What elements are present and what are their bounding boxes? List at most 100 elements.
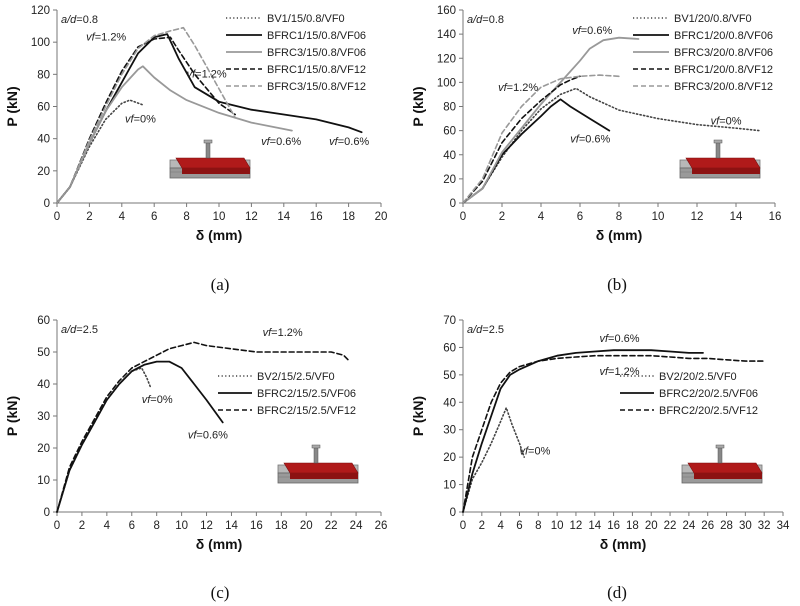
y-tick-label: 0	[450, 198, 456, 210]
corner-note: a/d=2.5	[467, 324, 504, 336]
series-line	[462, 406, 526, 513]
annotation-label: vf=0.6%	[261, 136, 301, 148]
y-tick-label: 120	[437, 53, 456, 65]
annotation-label: vf=0.6%	[572, 25, 612, 37]
x-tick-label: 10	[652, 211, 665, 223]
legend-label: BV1/20/0.8/VF0	[674, 13, 752, 25]
y-tick-label: 120	[31, 5, 50, 17]
x-axis-label: δ (mm)	[196, 227, 243, 243]
panel-label-a: (a)	[211, 275, 230, 294]
x-tick-label: 26	[701, 520, 714, 532]
series-line	[56, 65, 293, 204]
y-axis-label: P (kN)	[4, 396, 20, 436]
x-tick-label: 0	[460, 211, 466, 223]
x-tick-label: 6	[129, 520, 135, 532]
y-tick-label: 0	[450, 507, 456, 519]
x-tick-label: 2	[86, 211, 92, 223]
x-tick-label: 20	[645, 520, 658, 532]
series-line	[56, 367, 152, 513]
x-tick-label: 10	[551, 520, 564, 532]
x-tick-label: 18	[342, 211, 355, 223]
x-tick-label: 30	[739, 520, 752, 532]
x-tick-label: 8	[153, 520, 159, 532]
x-tick-label: 0	[54, 211, 60, 223]
y-tick-label: 20	[37, 443, 50, 455]
corner-note: a/d=0.8	[467, 14, 504, 26]
chart-panel-b: 0 20 40 60 80 100 120 140 160 0 2 4 6 8 10 12 14 16 P (kN)…	[410, 5, 781, 243]
y-tick-label: 50	[37, 347, 50, 359]
x-tick-label: 12	[570, 520, 583, 532]
y-tick-label: 160	[437, 5, 456, 17]
legend-label: BFRC2/20/2.5/VF06	[659, 388, 758, 400]
y-tick-label: 50	[443, 370, 456, 382]
legend-label: BFRC3/15/0.8/VF06	[267, 47, 366, 59]
series-line	[462, 87, 761, 204]
legend-label: BV2/15/2.5/VF0	[257, 371, 335, 383]
x-tick-label: 8	[616, 211, 622, 223]
x-tick-label: 34	[777, 520, 790, 532]
panel-label-b: (b)	[607, 275, 627, 294]
x-tick-label: 16	[250, 520, 263, 532]
annotation-label: vf=0%	[142, 394, 173, 406]
x-tick-label: 12	[200, 520, 213, 532]
y-axis-label: P (kN)	[410, 396, 426, 436]
series-line	[462, 349, 704, 513]
annotation-label: vf=0.6%	[570, 134, 610, 146]
x-tick-label: 28	[720, 520, 733, 532]
annotation-label: vf=0.6%	[329, 136, 369, 148]
annotation-label: vf=0%	[711, 116, 742, 128]
annotation-label: vf=1.2%	[599, 366, 639, 378]
y-tick-label: 80	[37, 69, 50, 81]
x-tick-label: 4	[119, 211, 126, 223]
y-tick-label: 70	[443, 315, 456, 327]
series-line	[56, 99, 144, 204]
x-tick-label: 16	[310, 211, 323, 223]
x-tick-label: 20	[300, 520, 313, 532]
y-tick-label: 20	[443, 452, 456, 464]
x-tick-label: 6	[577, 211, 583, 223]
y-tick-label: 30	[37, 411, 50, 423]
y-tick-label: 40	[443, 150, 456, 162]
y-tick-label: 80	[443, 102, 456, 114]
x-tick-label: 22	[325, 520, 338, 532]
series-line	[56, 341, 351, 513]
y-axis-label: P (kN)	[4, 86, 20, 126]
x-tick-label: 14	[730, 211, 743, 223]
x-tick-label: 0	[54, 520, 60, 532]
x-tick-label: 12	[691, 211, 704, 223]
y-axis-label: P (kN)	[410, 86, 426, 126]
beam-illustration-icon	[681, 444, 763, 484]
series-line	[462, 354, 766, 513]
series-line	[56, 360, 224, 513]
legend-label: BFRC2/15/2.5/VF06	[257, 388, 356, 400]
x-axis-label: δ (mm)	[600, 536, 647, 552]
x-tick-label: 32	[758, 520, 771, 532]
y-tick-label: 30	[443, 425, 456, 437]
y-tick-label: 100	[31, 37, 50, 49]
legend-label: BFRC1/15/0.8/VF12	[267, 64, 366, 76]
y-tick-label: 10	[443, 480, 456, 492]
corner-note: a/d=0.8	[61, 14, 98, 26]
series-line	[56, 26, 236, 204]
x-tick-label: 18	[626, 520, 639, 532]
x-tick-label: 4	[104, 520, 111, 532]
legend-label: BFRC3/15/0.8/VF12	[267, 81, 366, 93]
y-tick-label: 20	[443, 174, 456, 186]
x-tick-label: 4	[497, 520, 504, 532]
panel-label-c: (c)	[211, 583, 230, 602]
x-tick-label: 20	[375, 211, 388, 223]
x-tick-label: 26	[375, 520, 388, 532]
legend-label: BFRC2/20/2.5/VF12	[659, 405, 758, 417]
x-axis-label: δ (mm)	[596, 227, 643, 243]
y-tick-label: 40	[37, 134, 50, 146]
beam-illustration-icon	[277, 444, 359, 484]
legend-label: BFRC2/15/2.5/VF12	[257, 405, 356, 417]
x-tick-label: 14	[588, 520, 601, 532]
beam-illustration-icon	[679, 139, 761, 179]
y-tick-label: 60	[37, 102, 50, 114]
x-tick-label: 14	[225, 520, 238, 532]
legend-label: BV2/20/2.5/VF0	[659, 371, 737, 383]
x-axis-label: δ (mm)	[196, 536, 243, 552]
annotation-label: vf=1.2%	[187, 69, 227, 81]
